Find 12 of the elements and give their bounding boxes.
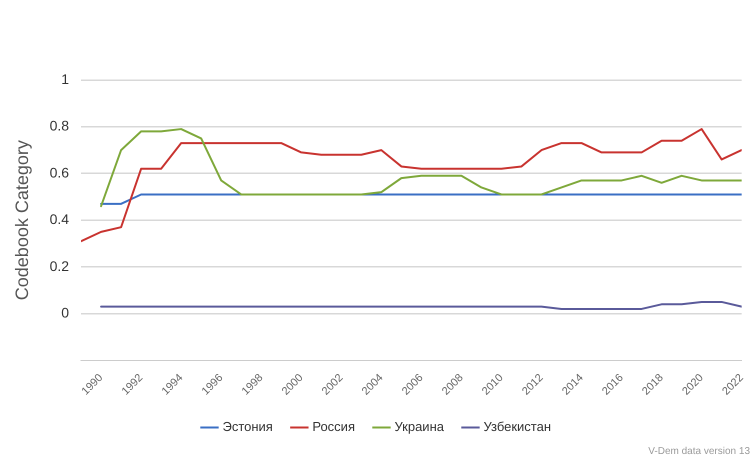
- y-axis-title: Codebook Category: [12, 140, 32, 300]
- legend-label: Узбекистан: [483, 419, 552, 434]
- legend-label: Эстония: [222, 419, 273, 434]
- y-tick-label: 1: [61, 70, 70, 87]
- y-tick-label: 0.2: [50, 258, 70, 274]
- y-tick-label: 0: [61, 304, 70, 320]
- legend-label: Украина: [394, 419, 445, 434]
- legend-label: Россия: [312, 419, 355, 434]
- y-tick-label: 0.4: [50, 211, 70, 228]
- y-tick-label: 0.6: [50, 164, 70, 180]
- y-tick-label: 0.8: [50, 118, 70, 134]
- text: V-Dem data version 13: [648, 446, 750, 457]
